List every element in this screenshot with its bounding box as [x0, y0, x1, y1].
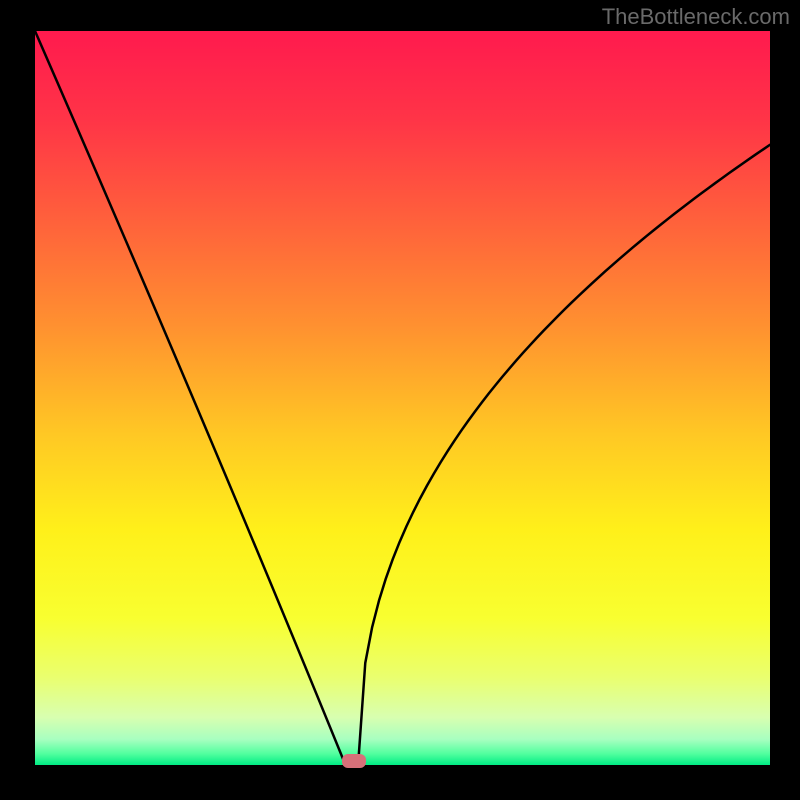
plot-area — [35, 31, 770, 765]
watermark-text: TheBottleneck.com — [602, 4, 790, 30]
optimal-point-marker — [342, 754, 366, 768]
bottleneck-curve — [35, 31, 770, 765]
curve-path — [35, 31, 770, 761]
